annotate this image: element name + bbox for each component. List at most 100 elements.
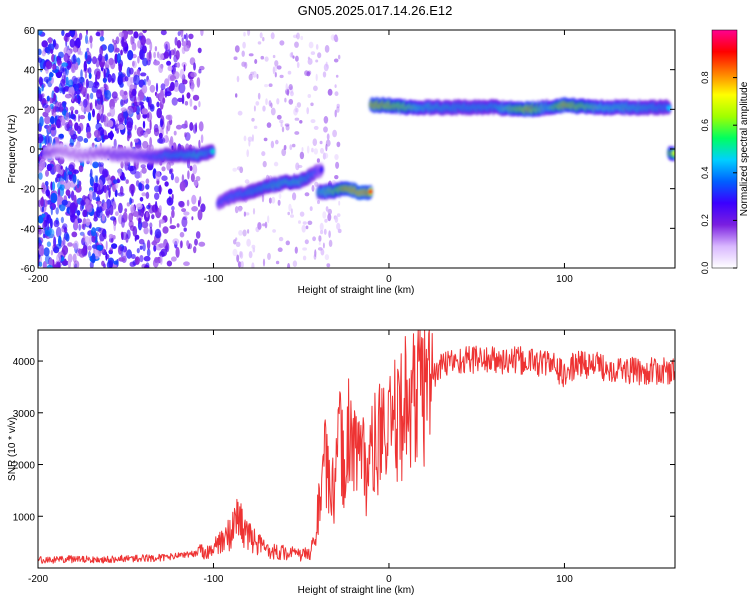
noise-speckle [138,208,144,218]
noise-speckle [107,73,112,83]
noise-speckle [73,260,80,268]
noise-speckle [294,246,298,254]
noise-speckle [50,249,54,256]
x-tick-label: 0 [386,274,392,285]
noise-speckle [306,71,311,77]
noise-speckle [113,138,117,149]
noise-speckle [67,242,73,247]
noise-speckle [87,245,92,251]
noise-speckle [311,185,315,192]
noise-speckle [42,219,46,229]
noise-speckle [262,258,266,267]
noise-speckle [72,169,79,174]
noise-speckle [120,99,126,106]
noise-speckle [38,172,43,180]
noise-speckle [243,211,246,217]
noise-speckle [47,221,50,231]
spectrogram-y-ticks: -60 -40 -20 0 20 40 60 [21,26,675,275]
noise-speckle [52,63,56,71]
noise-speckle [62,236,66,247]
noise-speckle [92,56,97,65]
noise-speckle [71,231,78,238]
noise-speckle [158,221,162,228]
noise-speckle [80,86,87,95]
noise-speckle [179,231,185,238]
noise-speckle [322,242,325,249]
noise-speckle [236,254,240,263]
noise-speckle [38,76,43,85]
noise-speckle [53,106,57,113]
noise-speckle [135,104,140,115]
noise-speckle [323,126,328,133]
noise-speckle [172,238,180,245]
noise-speckle [93,186,98,193]
noise-speckle [325,206,329,212]
noise-speckle [187,170,190,180]
noise-speckle [331,180,336,184]
noise-speckle [86,205,93,213]
noise-speckle [78,32,83,41]
noise-speckle [267,252,271,260]
noise-speckle [101,103,105,115]
noise-speckle [334,109,337,118]
noise-speckle [103,263,106,268]
noise-speckle [85,218,91,226]
y-tick-label: 2000 [13,461,36,472]
noise-speckle [101,133,105,143]
noise-speckle [86,131,92,139]
noise-speckle [114,189,118,197]
noise-speckle [169,74,176,82]
noise-speckle [199,196,202,205]
noise-speckle [46,47,51,55]
noise-speckle [142,57,148,67]
noise-speckle [146,204,151,210]
noise-speckle [102,77,107,83]
colorbar-tick-label: 0.4 [700,167,710,180]
noise-speckle [141,167,147,174]
noise-speckle [268,83,273,87]
noise-speckle [117,74,123,86]
noise-speckle [290,214,294,218]
noise-speckle [107,43,114,53]
noise-speckle [129,165,137,175]
noise-speckle [77,125,82,135]
noise-speckle [61,199,68,206]
noise-speckle [287,211,291,216]
snr-x-label: Height of straight line (km) [298,585,415,596]
noise-speckle [194,238,198,246]
noise-speckle [189,122,194,131]
noise-speckle [172,81,180,92]
noise-speckle [189,165,193,172]
noise-speckle [85,34,88,44]
noise-speckle [91,253,96,264]
noise-speckle [278,193,282,200]
noise-speckle [241,50,245,57]
noise-speckle [294,41,299,48]
noise-speckle [158,64,164,73]
noise-speckle [191,216,194,221]
noise-speckle [99,232,105,242]
noise-speckle [89,176,94,187]
noise-speckle [42,233,46,239]
noise-speckle [118,63,123,73]
noise-speckle [177,31,181,37]
noise-speckle [79,115,86,120]
noise-speckle [86,123,90,128]
noise-speckle [251,244,256,249]
noise-speckle [120,107,127,112]
noise-speckle [234,45,240,53]
noise-speckle [140,72,147,77]
noise-speckle [161,166,166,172]
noise-speckle [49,72,54,78]
noise-speckle [47,37,53,44]
noise-speckle [257,222,262,230]
noise-speckle [82,209,88,218]
noise-speckle [149,137,153,148]
noise-speckle [85,92,89,100]
noise-speckle [158,184,162,195]
noise-speckle [81,224,84,229]
noise-speckle [232,167,237,172]
noise-speckle [325,143,328,152]
noise-speckle [128,183,136,195]
noise-speckle [191,194,197,205]
